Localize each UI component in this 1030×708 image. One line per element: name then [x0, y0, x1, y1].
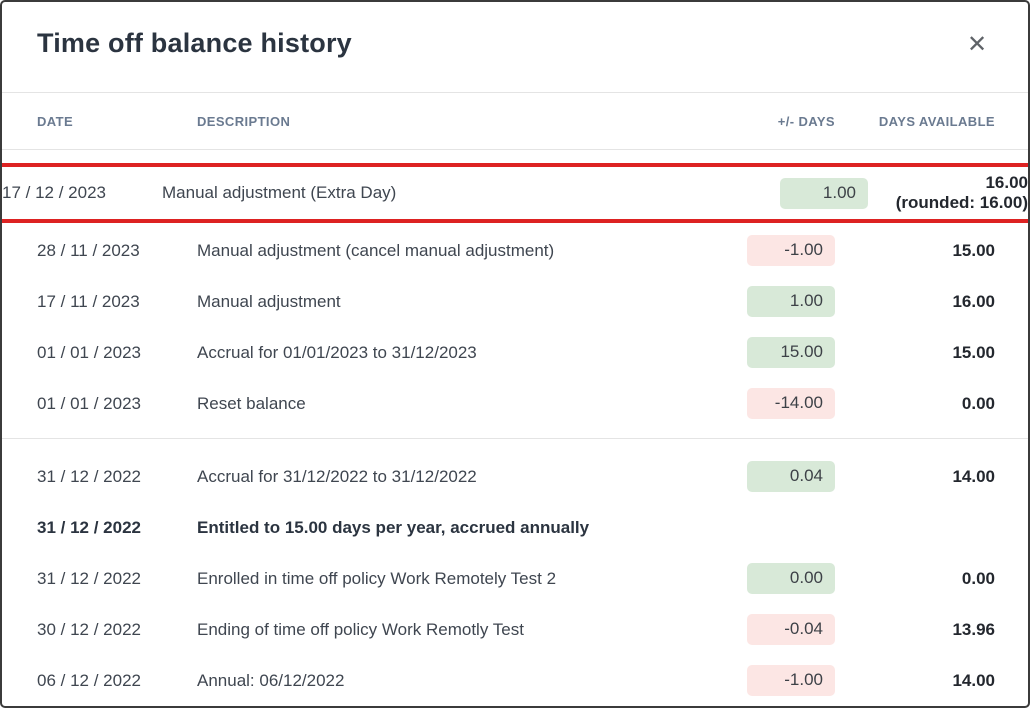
- row-date: 01 / 01 / 2023: [37, 393, 141, 413]
- delta-days-badge: -0.04: [747, 614, 835, 645]
- row-delta-cell: 1.00: [748, 177, 868, 209]
- delta-days-badge: 1.00: [747, 286, 835, 317]
- column-header-date: DATE: [37, 113, 74, 129]
- page-title: Time off balance history: [37, 28, 352, 58]
- row-date: 01 / 01 / 2023: [37, 342, 141, 362]
- row-delta-cell: -0.04: [715, 614, 835, 645]
- row-date: 31 / 12 / 2022: [37, 466, 141, 486]
- row-description: Annual: 06/12/2022: [197, 670, 345, 690]
- table-row: 01 / 01 / 2023 Reset balance -14.00 0.00: [2, 378, 1028, 429]
- table-row: 31 / 12 / 2022 Accrual for 31/12/2022 to …: [2, 451, 1028, 502]
- table-row: 31 / 12 / 2022 Entitled to 15.00 days per…: [2, 502, 1028, 553]
- row-description: Accrual for 01/01/2023 to 31/12/2023: [197, 342, 477, 362]
- row-delta-cell: -1.00: [715, 665, 835, 696]
- row-days-available: 0.00: [835, 569, 995, 589]
- delta-days-badge: 15.00: [747, 337, 835, 368]
- delta-days-badge: 1.00: [780, 177, 868, 209]
- days-available-value: 16.00: [952, 291, 995, 311]
- close-button[interactable]: ✕: [960, 28, 994, 62]
- highlighted-row-outline: 17 / 12 / 2023 Manual adjustment (Extra D…: [2, 163, 1028, 223]
- row-description: Manual adjustment (Extra Day): [162, 183, 397, 202]
- days-available-value: 0.00: [961, 568, 995, 588]
- row-date: 17 / 11 / 2023: [37, 291, 140, 311]
- row-date: 30 / 12 / 2022: [37, 619, 141, 639]
- row-description: Reset balance: [197, 393, 306, 413]
- days-available-value: 15.00: [952, 342, 995, 362]
- row-delta-cell: 0.00: [715, 563, 835, 594]
- days-available-value: 0.00: [961, 393, 995, 413]
- table-row: 06 / 12 / 2022 Annual: 06/12/2022 -1.00 14.…: [2, 655, 1028, 706]
- days-available-value: 14.00: [952, 670, 995, 690]
- days-available-value: 16.00: [985, 173, 1028, 192]
- row-delta-cell: -14.00: [715, 388, 835, 419]
- row-days-available: 15.00: [835, 241, 995, 261]
- row-description: Accrual for 31/12/2022 to 31/12/2022: [197, 466, 477, 486]
- table-row: 28 / 11 / 2023 Manual adjustment (cancel …: [2, 225, 1028, 276]
- days-available-value: 13.96: [952, 619, 995, 639]
- delta-days-badge: -14.00: [747, 388, 835, 419]
- row-delta-cell: -1.00: [715, 235, 835, 266]
- row-description: Manual adjustment: [197, 291, 341, 311]
- delta-days-badge: 0.00: [747, 563, 835, 594]
- column-header-delta-days: +/- DAYS: [777, 113, 835, 129]
- row-delta-cell: 1.00: [715, 286, 835, 317]
- row-delta-cell: 15.00: [715, 337, 835, 368]
- row-days-available: 16.00: [835, 292, 995, 312]
- row-description: Enrolled in time off policy Work Remotel…: [197, 568, 557, 588]
- table-row: 17 / 11 / 2023 Manual adjustment 1.00 16.00: [2, 276, 1028, 327]
- row-days-available: 15.00: [835, 343, 995, 363]
- row-date: 06 / 12 / 2022: [37, 670, 141, 690]
- table-row: 01 / 01 / 2023 Accrual for 01/01/2023 to …: [2, 327, 1028, 378]
- row-description: Entitled to 15.00 days per year, accrued…: [197, 517, 590, 537]
- row-days-available: 0.00: [835, 394, 995, 414]
- days-available-value: 14.00: [952, 466, 995, 486]
- row-days-available: 14.00: [835, 467, 995, 487]
- close-icon: ✕: [966, 31, 988, 58]
- table-row: 17 / 12 / 2023 Manual adjustment (Extra D…: [2, 167, 1028, 219]
- row-days-available: 14.00: [835, 671, 995, 691]
- row-date: 31 / 12 / 2022: [37, 568, 141, 588]
- table-row: 30 / 12 / 2022 Ending of time off policy …: [2, 604, 1028, 655]
- delta-days-badge: -1.00: [747, 665, 835, 696]
- row-date: 31 / 12 / 2022: [37, 517, 141, 537]
- column-header-description: DESCRIPTION: [197, 113, 291, 129]
- delta-days-badge: -1.00: [747, 235, 835, 266]
- year-divider: [2, 438, 1028, 439]
- row-days-available: 13.96: [835, 620, 995, 640]
- row-description: Manual adjustment (cancel manual adjustm…: [197, 240, 555, 260]
- table-header: DATE DESCRIPTION +/- DAYS DAYS AVAILABLE: [2, 93, 1028, 150]
- delta-days-badge: 0.04: [747, 461, 835, 492]
- days-available-value: 15.00: [952, 240, 995, 260]
- column-header-days-available: DAYS AVAILABLE: [878, 113, 995, 129]
- row-delta-cell: 0.04: [715, 461, 835, 492]
- modal-header: Time off balance history ✕: [2, 2, 1028, 93]
- history-rows: 17 / 12 / 2023 Manual adjustment (Extra D…: [2, 163, 1028, 706]
- row-description: Ending of time off policy Work Remotly T…: [197, 619, 524, 639]
- row-date: 28 / 11 / 2023: [37, 240, 140, 260]
- days-available-rounded-note: (rounded: 16.00): [895, 193, 1028, 212]
- table-row: 31 / 12 / 2022 Enrolled in time off polic…: [2, 553, 1028, 604]
- row-days-available: 16.00 (rounded: 16.00): [868, 173, 1028, 213]
- row-date: 17 / 12 / 2023: [2, 183, 106, 202]
